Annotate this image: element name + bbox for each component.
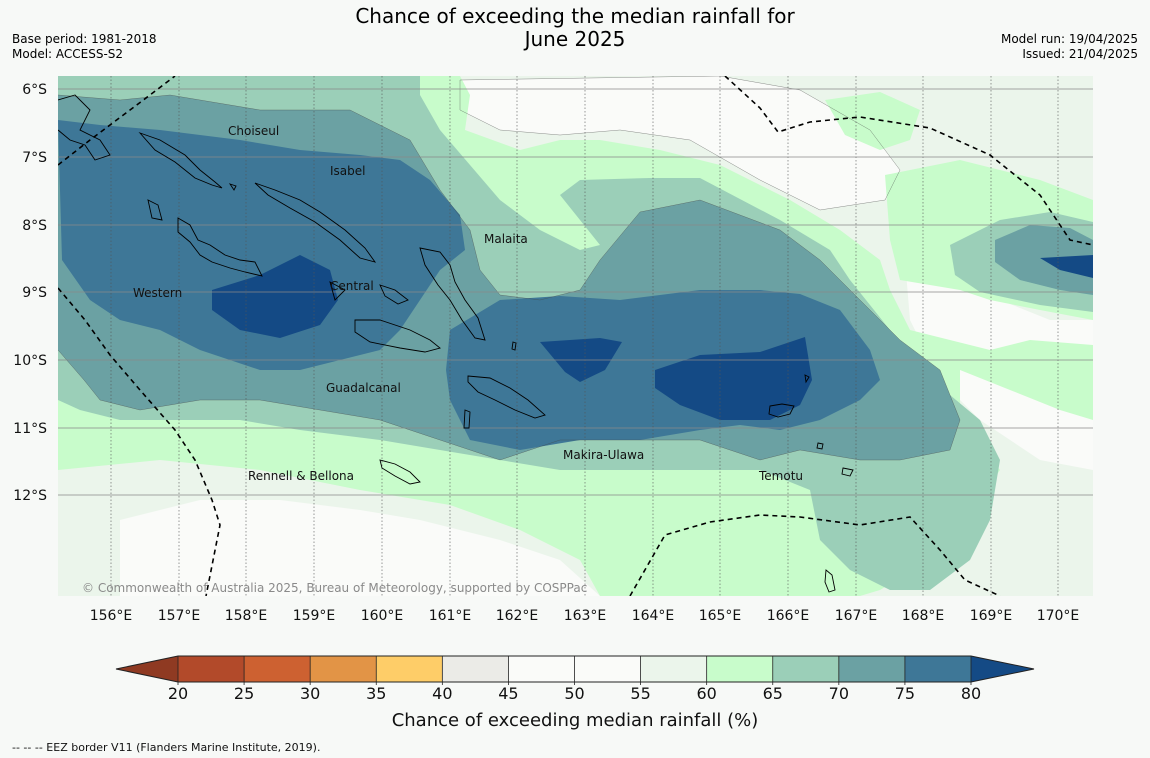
colorbar-tick-label: 25 [234,684,254,703]
colorbar-segment [310,656,377,682]
lat-label: 7°S [22,150,47,166]
lat-label: 6°S [22,82,47,98]
province-labels: Choiseul Isabel Malaita Western Central … [133,124,803,483]
province-label-choiseul: Choiseul [228,124,279,138]
lon-label: 167°E [835,608,878,624]
lon-label: 159°E [293,608,336,624]
colorbar-tick-label: 20 [168,684,188,703]
province-label-rennell-bellona: Rennell & Bellona [248,469,354,483]
province-label-temotu: Temotu [758,469,803,483]
probability-band-50-55-south [120,500,600,596]
probability-band-over-80-west [212,255,338,338]
lon-label: 169°E [970,608,1013,624]
colorbar-segment [838,656,906,682]
colorbar-segment [640,656,708,682]
latitude-axis-labels: 6°S 7°S 8°S 9°S 10°S 11°S 12°S [13,82,47,504]
longitude-axis-labels: 156°E 157°E 158°E 159°E 160°E 161°E 162°… [90,608,1080,624]
model-text: Model: ACCESS-S2 [12,47,124,61]
longitude-gridlines [110,76,1059,596]
lon-label: 166°E [767,608,810,624]
colorbar-tick-label: 75 [895,684,915,703]
issued-text: Issued: 21/04/2025 [1022,47,1138,61]
colorbar-segment [442,656,509,682]
colorbar-segment [904,656,972,682]
lat-label: 8°S [22,218,47,234]
probability-band-over-80-east [655,337,812,420]
lon-label: 162°E [496,608,539,624]
colorbar-tick-label: 30 [300,684,320,703]
province-label-isabel: Isabel [330,164,365,178]
copyright-notice: © Commonwealth of Australia 2025, Bureau… [82,581,587,595]
province-label-malaita: Malaita [484,232,528,246]
lon-label: 160°E [361,608,404,624]
province-label-central: Central [330,279,374,293]
colorbar-under-arrow [116,656,178,682]
lon-label: 158°E [225,608,268,624]
map-title-line-2: June 2025 [524,27,626,51]
lat-label: 12°S [13,488,47,504]
lat-label: 11°S [13,421,47,437]
lon-label: 164°E [632,608,675,624]
colorbar-segment [178,656,245,682]
eez-footnote: -- -- -- EEZ border V11 (Flanders Marine… [12,741,320,754]
colorbar-tick-label: 60 [696,684,716,703]
colorbar-tick-label: 55 [630,684,650,703]
map-title-line-1: Chance of exceeding the median rainfall … [355,4,795,28]
colorbar-segment [706,656,774,682]
colorbar-segment [508,656,575,682]
province-label-makira-ulawa: Makira-Ulawa [563,448,644,462]
lat-label: 10°S [13,353,47,369]
latitude-gridlines [58,88,1093,496]
probability-band-60-65-ne-patch [825,92,920,150]
colorbar-legend: 20 25 30 35 40 45 50 55 60 65 70 75 80 Chance of exc… [115,655,1035,731]
colorbar-segment [376,656,443,682]
province-label-guadalcanal: Guadalcanal [326,381,401,395]
lon-label: 156°E [90,608,133,624]
probability-band-50-55-north [460,76,900,210]
map-panel: Choiseul Isabel Malaita Western Central … [58,76,1093,596]
colorbar-segment [244,656,311,682]
probability-band-75-80-west [58,120,465,370]
colorbar-tick-label: 40 [432,684,452,703]
colorbar-segment [772,656,840,682]
colorbar-over-arrow [971,656,1034,682]
lon-label: 170°E [1037,608,1080,624]
lon-label: 165°E [699,608,742,624]
colorbar-tick-label: 35 [366,684,386,703]
colorbar-tick-label: 45 [498,684,518,703]
base-period-text: Base period: 1981-2018 [12,32,157,46]
island-coastlines [58,94,854,593]
model-run-text: Model run: 19/04/2025 [1000,32,1138,46]
colorbar-segments [178,656,972,682]
colorbar-segment [574,656,642,682]
lon-label: 163°E [564,608,607,624]
lon-label: 168°E [902,608,945,624]
colorbar-tick-label: 50 [564,684,584,703]
colorbar-title: Chance of exceeding median rainfall (%) [392,710,759,731]
lon-label: 161°E [429,608,472,624]
colorbar-tick-label: 80 [961,684,981,703]
colorbar-ticks: 20 25 30 35 40 45 50 55 60 65 70 75 80 [168,656,981,703]
eez-borders [58,76,1093,596]
province-label-western: Western [133,286,182,300]
lon-label: 157°E [158,608,201,624]
probability-band-over-80-east [1040,255,1093,278]
lat-label: 9°S [22,285,47,301]
colorbar-tick-label: 65 [763,684,783,703]
colorbar-tick-label: 70 [829,684,849,703]
